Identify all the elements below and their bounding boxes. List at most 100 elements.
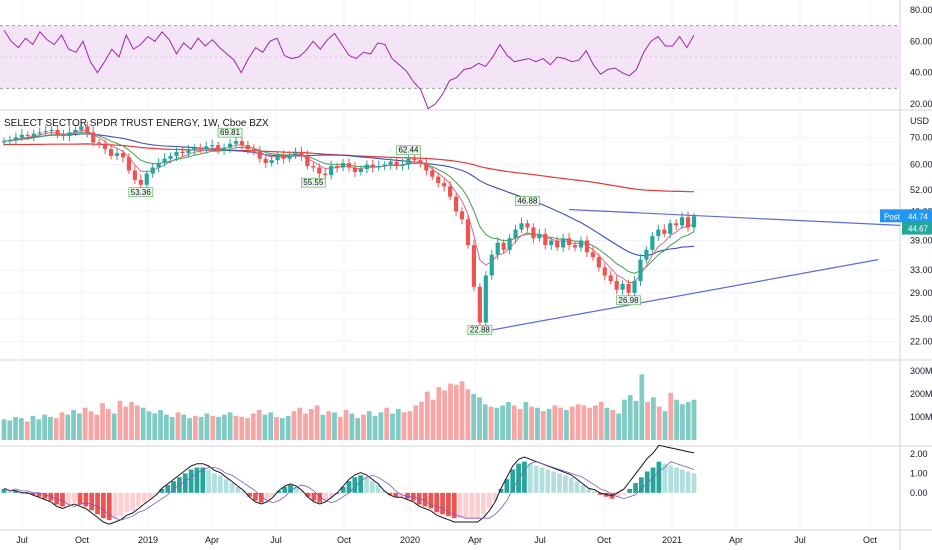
macd-histogram-bar (644, 471, 650, 493)
candle-body (632, 281, 637, 293)
time-axis-tick: Oct (863, 535, 878, 545)
macd-histogram-bar (288, 485, 293, 493)
volume-bar (152, 413, 158, 440)
low-label-3: 22.88 (467, 325, 493, 335)
macd-histogram-bar (510, 469, 516, 493)
price-axis-tick: 60.00 (910, 160, 932, 170)
volume-bar (494, 407, 500, 440)
low-label-1-text: 53.36 (131, 188, 152, 197)
rsi-pane[interactable] (0, 25, 900, 110)
volume-bar (645, 402, 650, 440)
post-price-tag-value: 44.74 (908, 212, 929, 221)
time-axis-tick: Oct (597, 535, 612, 545)
volume-bar (192, 415, 198, 440)
candle-body (436, 176, 441, 184)
candle-body (442, 183, 447, 187)
labels: 53.36 55.55 22.88 26.98 69.81 62.44 46.88 SELEC… (4, 118, 932, 335)
support-trendline (479, 259, 879, 333)
volume-bar (262, 414, 268, 440)
macd-histogram-bar (370, 481, 375, 493)
candle-body (561, 238, 566, 248)
high-label-3-text: 46.88 (517, 197, 538, 206)
macd-histogram-bar (656, 461, 662, 493)
macd-histogram-bar (662, 463, 668, 493)
macd-histogram-bar (387, 492, 393, 495)
candle-body (168, 155, 173, 159)
macd-histogram-bar (551, 471, 557, 493)
volume-bar (407, 411, 413, 440)
macd-histogram-bar (305, 492, 311, 497)
volume-bar (662, 411, 668, 440)
candle-body (114, 153, 120, 156)
candle-body (525, 223, 530, 228)
volume-bar (297, 407, 303, 440)
volume-bar (82, 407, 88, 440)
candle-body (174, 151, 179, 156)
volume-bar (419, 402, 424, 440)
volume-bar (477, 397, 482, 440)
candle-body (31, 133, 36, 137)
post-price-tag-label: Post (884, 212, 901, 221)
volume-bar (245, 418, 250, 440)
volume-bar (656, 406, 662, 440)
volume-bar (169, 416, 175, 440)
low-label-3-box (467, 325, 493, 335)
macd-histogram-bar (446, 492, 451, 517)
volume-bar (42, 414, 47, 440)
candle-body (299, 151, 304, 156)
macd-histogram-bar (276, 490, 282, 493)
price-axis-tick: 33.00 (910, 265, 932, 275)
macd-histogram-bar (124, 492, 130, 513)
macd-histogram-bar (217, 475, 223, 493)
volume-bar (187, 418, 192, 440)
volume-bar (111, 413, 117, 440)
macd-histogram-bar (498, 488, 504, 493)
candle-body (608, 275, 613, 282)
macd-histogram-bar (130, 492, 136, 511)
macd-histogram-bar (112, 492, 118, 519)
macd-histogram-bar (141, 492, 147, 503)
candle-body (448, 186, 453, 197)
candle-body (620, 283, 625, 290)
candle-body (25, 134, 30, 137)
volume-bar (53, 418, 59, 440)
macd-axis-tick: 2.00 (910, 449, 928, 459)
volume-bar (343, 410, 349, 440)
candle-body (382, 164, 387, 167)
volume-axis-tick: 100M (910, 412, 932, 422)
volume-bar (668, 392, 674, 440)
time-axis-tick: 2020 (400, 535, 420, 545)
volume-bar (59, 412, 65, 440)
candle-body (626, 283, 631, 293)
volume-bar (291, 411, 297, 440)
volume-bar (587, 407, 593, 440)
volume-bar (471, 393, 477, 440)
macd-histogram-bar (159, 488, 165, 493)
macd-histogram-bar (568, 477, 574, 493)
low-label-1: 53.36 (128, 187, 154, 198)
volume-bar (558, 407, 564, 440)
macd-histogram-bar (457, 492, 463, 519)
price-axis-tick: 22.00 (910, 337, 932, 347)
macd-pane[interactable] (1, 444, 697, 525)
candle-body (19, 134, 24, 138)
candle-body (489, 254, 494, 276)
volume-bar (285, 415, 291, 440)
volume-bar (482, 404, 488, 440)
macd-histogram-bar (685, 471, 691, 493)
volume-pane[interactable] (1, 374, 697, 440)
candle-body (507, 238, 512, 250)
volume-bar (181, 414, 187, 440)
price-pane[interactable] (0, 121, 901, 343)
volume-bar (569, 406, 575, 440)
volume-bar (227, 412, 233, 440)
macd-histogram-bar (258, 492, 264, 503)
volume-bar (535, 407, 540, 440)
macd-histogram-bar (83, 492, 89, 507)
volume-bar (685, 402, 691, 440)
candle-body (120, 153, 126, 158)
macd-histogram-bar (42, 492, 48, 499)
candle-body (49, 129, 54, 132)
volume-bar (366, 411, 372, 440)
